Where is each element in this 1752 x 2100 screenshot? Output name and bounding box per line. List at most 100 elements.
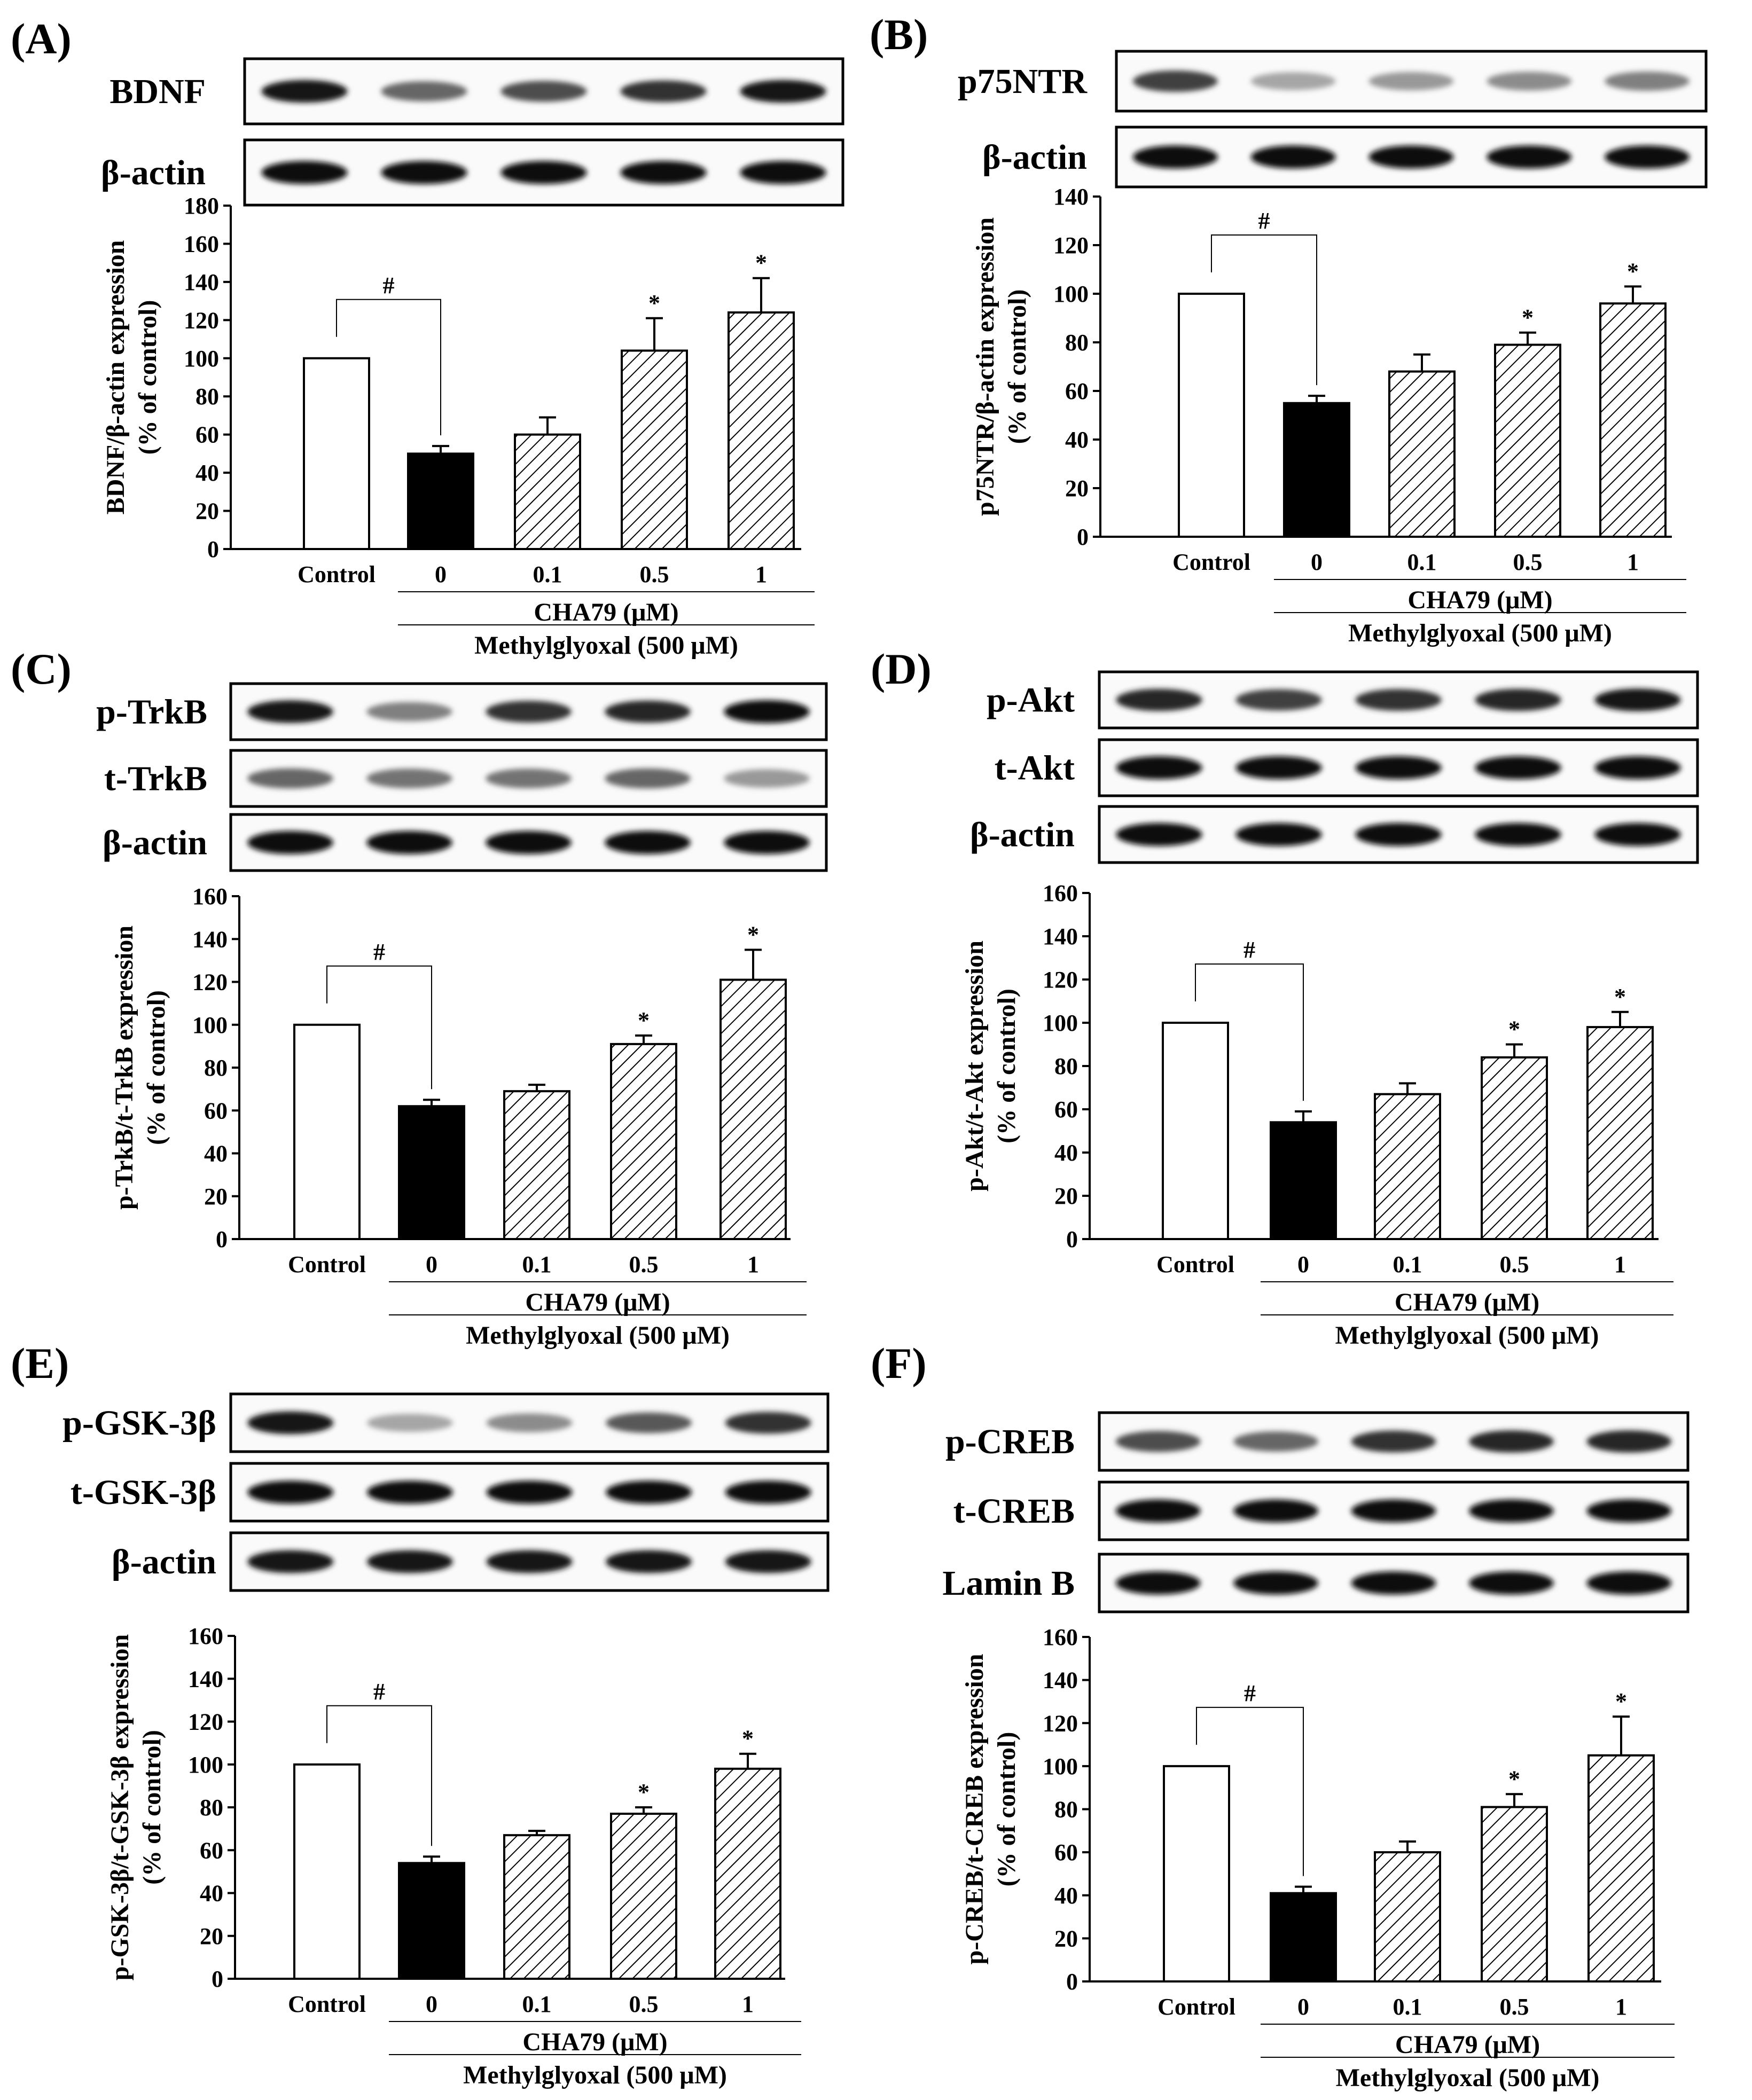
x-tick-label: 0.1 [1393,1251,1422,1278]
y-tick-label: 80 [195,383,219,410]
y-axis-label-unit: (% of control) [142,990,170,1145]
y-tick-label: 80 [1065,330,1089,356]
y-axis-label: BDNF/β-actin expression [101,240,130,515]
blot-band [1605,145,1690,169]
treatment-label: Methylglyoxal (500 μM) [1336,2064,1600,2092]
x-tick-label: Control [288,1251,366,1278]
bar [1163,1765,1230,1983]
blot-band [1351,1499,1436,1523]
blot-band [1469,1430,1554,1453]
y-tick-label: 60 [204,1098,228,1124]
blot-strip: t-TrkB [104,749,828,808]
blot-band [261,80,348,103]
blot-band [1250,72,1336,90]
y-axis-label: p-Akt/t-Akt expression [960,941,989,1192]
y-tick-label: 80 [200,1795,223,1821]
comparison-bracket [1195,963,1304,1101]
y-axis-label-unit: (% of control) [1003,289,1031,444]
y-tick-label: 40 [200,1880,223,1907]
blot-band [1116,688,1202,711]
x-tick-label: Control [1172,549,1250,575]
x-tick-label: 1 [1615,1994,1627,2020]
blot-band [247,768,333,789]
blot-strip: t-Akt [995,738,1699,797]
blot-label: p-TrkB [96,693,207,732]
panel-label: (B) [870,10,928,59]
y-axis-label-unit: (% of control) [138,1730,166,1885]
blot-strip: t-GSK-3β [71,1462,830,1523]
blot-band [1368,145,1454,169]
bar [1599,302,1667,538]
x-tick-label: 0 [1297,1994,1309,2020]
blot-strip: p-Akt [987,670,1699,730]
significance-marker: * [1615,1688,1627,1714]
y-axis-label: p75NTR/β-actin expression [971,217,999,516]
blot-band [1586,1499,1672,1523]
blot-band [1116,756,1202,780]
panel-d: (D) p-Akt t-Akt β-actin 0 20 40 60 80 100 120 140 16… [871,645,1699,1350]
blot-band [1475,756,1561,780]
y-tick-label: 20 [1054,1183,1078,1209]
blot-label: p-CREB [945,1422,1075,1461]
comparison-bracket [326,1705,432,1846]
blot-band [486,701,572,723]
y-tick-label: 160 [192,883,228,910]
x-tick-label: 0.5 [629,1991,659,2017]
treatment-label: Methylglyoxal (500 μM) [1348,619,1612,647]
blot-strip: β-actin [982,126,1708,189]
y-axis-label: p-CREB/t-CREB expression [960,1654,989,1965]
significance-marker: * [648,290,660,316]
blot-band [724,700,810,724]
bar [1388,370,1456,538]
y-axis-label: p-TrkB/t-TrkB expression [110,926,138,1210]
blot-band [1487,72,1572,91]
group-label: CHA79 (μM) [534,598,678,626]
bar [503,1090,570,1240]
y-tick-label: 100 [184,346,219,372]
x-tick-label: 0.1 [522,1991,552,2017]
x-tick-label: 0.5 [640,561,669,587]
blot-label: t-TrkB [104,759,207,798]
y-tick-label: 0 [1077,524,1089,550]
blot-label: β-actin [970,816,1075,855]
blot-band [366,1550,453,1573]
hash-marker: # [1243,937,1255,963]
blot-band [1115,1499,1201,1523]
blot-band [1475,822,1561,847]
y-tick-label: 120 [1043,1710,1078,1736]
panel-f: (F) p-CREB t-CREB Lamin B 0 20 40 60 80 100 120 140… [871,1339,1690,2092]
blot-band [366,702,452,722]
panel-c: (C) p-TrkB t-TrkB β-actin 0 20 40 60 80 100 120 140… [11,645,828,1350]
panel-label: (D) [871,645,932,693]
treatment-label: Methylglyoxal (500 μM) [474,631,738,660]
panel-label: (C) [11,645,72,693]
blot-band [366,1480,453,1504]
blot-band [1115,1571,1201,1595]
blot-band [500,81,587,102]
y-tick-label: 160 [1043,1624,1078,1650]
blot-band [1351,1430,1436,1453]
y-tick-label: 140 [192,926,228,952]
bar-chart: 0 20 40 60 80 100 120 140 160 p-Akt/t-Akt express… [960,880,1673,1350]
blot-band [247,1550,334,1573]
significance-marker: * [1627,258,1639,284]
x-tick-label: 1 [1614,1251,1626,1278]
y-tick-label: 140 [1043,1667,1078,1694]
bar [714,1767,781,1980]
blot-band [1132,70,1218,92]
blot-band [1487,145,1572,169]
blot-band [605,830,691,855]
blot-strip: p75NTR [958,50,1708,113]
x-tick-label: 0 [435,561,447,587]
y-tick-label: 40 [1054,1140,1078,1166]
y-tick-label: 0 [1066,1969,1078,1995]
blot-band [740,161,826,184]
blot-band [620,80,707,103]
y-tick-label: 60 [200,1837,223,1863]
blot-label: t-CREB [953,1492,1075,1531]
blot-strip: β-actin [112,1531,830,1592]
x-tick-label: 1 [742,1991,754,2017]
blot-band [725,1550,811,1573]
blot-band [366,769,452,788]
significance-marker: * [1508,1016,1520,1043]
